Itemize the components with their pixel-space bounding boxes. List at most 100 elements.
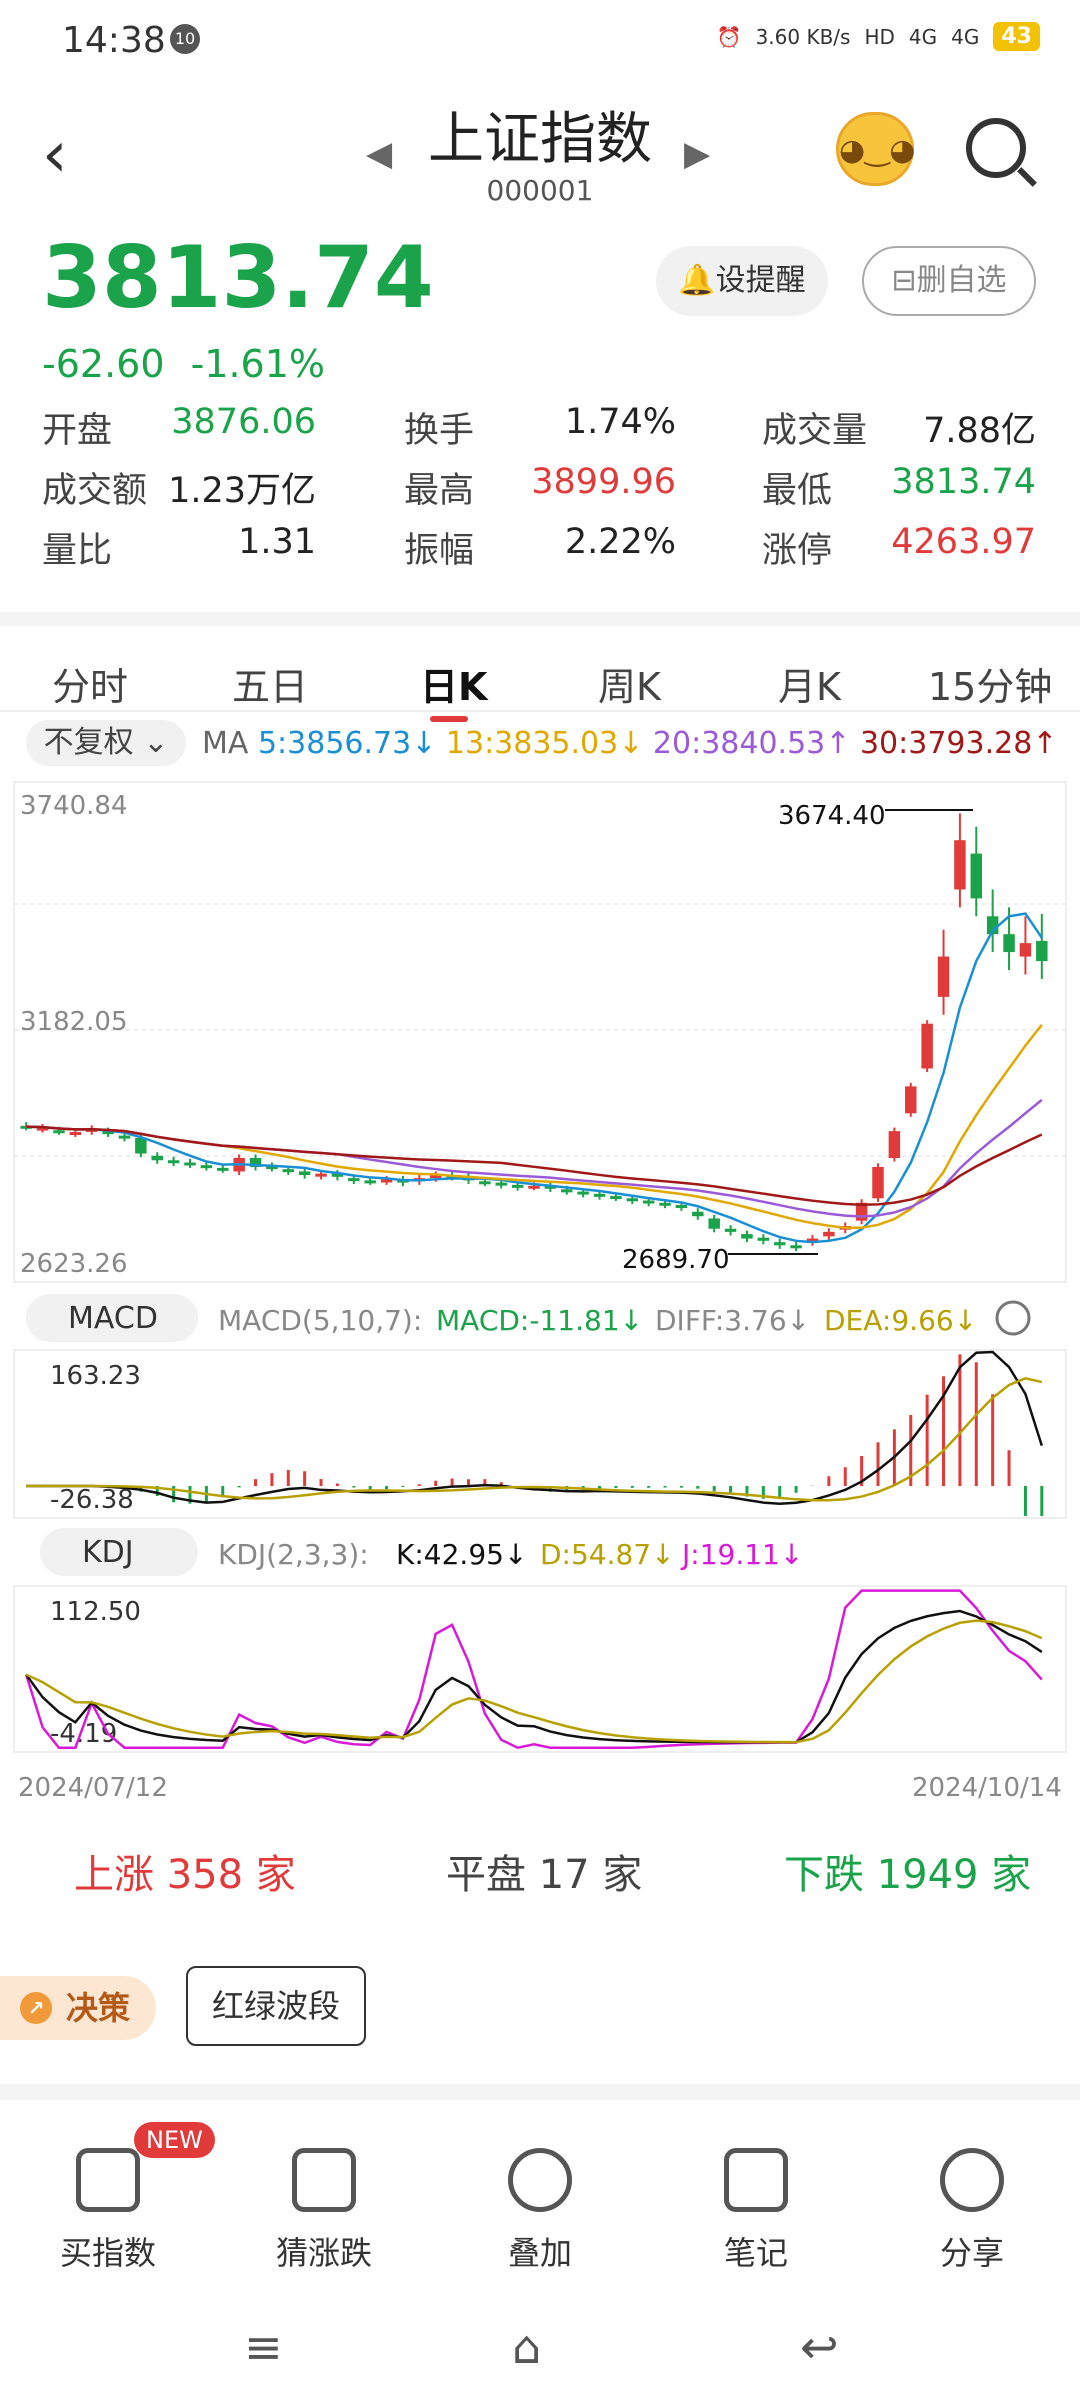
candle-body <box>790 1245 802 1249</box>
candle-body <box>773 1242 786 1246</box>
system-nav: ≡ ⌂ ↩ <box>0 2300 1080 2408</box>
y-axis-bottom: 2623.26 <box>20 1249 128 1279</box>
candle-body <box>495 1182 507 1186</box>
index-code: 000001 <box>486 174 594 207</box>
candle-body <box>610 1196 622 1200</box>
share-label: 分享 <box>939 2234 1004 2272</box>
status-bar: 14:38 10 ⏰ 3.60 KB/s HD 4G 4G 43 <box>0 0 1080 82</box>
candle-body <box>36 1127 49 1131</box>
diff-line <box>26 1350 1044 1506</box>
set-alert-button[interactable]: 🔔设提醒 <box>656 246 828 316</box>
updown-icon <box>292 2148 356 2212</box>
up-count: 上涨 358 家 <box>74 1852 296 1898</box>
candle-body <box>298 1171 311 1176</box>
date-end: 2024/10/14 <box>912 1773 1062 1803</box>
candle-body <box>135 1137 147 1154</box>
y-axis-mid: 3182.05 <box>20 1007 128 1037</box>
candle-body <box>200 1165 213 1169</box>
date-start: 2024/07/12 <box>18 1773 168 1803</box>
tab-five-day[interactable]: 五日 <box>232 665 309 709</box>
buy-index-action[interactable]: 买指数 <box>38 2148 178 2274</box>
search-icon[interactable] <box>966 118 1026 178</box>
period-tabs: 分时 五日 日K 周K 月K 15分钟 <box>0 612 1080 722</box>
menu-icon[interactable]: ≡ <box>244 2320 283 2374</box>
hd-icon: HD <box>864 24 895 49</box>
tab-daily-k[interactable]: 日K <box>420 665 488 709</box>
stat-value: 3813.74 <box>891 462 1036 502</box>
d-value: D:54.87↓ <box>540 1538 675 1571</box>
j-line <box>24 1589 1043 1750</box>
kdj-top: 112.50 <box>50 1597 141 1627</box>
back-arrow-icon[interactable]: ‹ <box>42 118 68 192</box>
stat-value: 3876.06 <box>171 402 316 442</box>
stat-label: 振幅 <box>404 531 475 571</box>
stat-label: 量比 <box>42 531 113 571</box>
tab-monthly-k[interactable]: 月K <box>778 665 841 709</box>
stat-value: 2.22% <box>564 522 676 562</box>
prev-index-icon[interactable]: ◀ <box>366 134 393 174</box>
candle-body <box>1003 934 1015 953</box>
back-icon[interactable]: ↩ <box>800 2320 839 2374</box>
candle-body <box>544 1185 557 1189</box>
kdj-select[interactable] <box>40 1528 198 1576</box>
red-green-wave-button[interactable]: 红绿波段 <box>186 1966 366 2046</box>
settings-icon[interactable] <box>995 1300 1031 1336</box>
candle-body <box>921 1023 933 1069</box>
ma-legend: 不复权 ⌄ MA 5:3856.73↓ 13:3835.03↓ 20:3840.… <box>0 720 1080 770</box>
guess-updown-action[interactable]: 猜涨跌 <box>254 2148 394 2274</box>
change-value: -62.60 <box>42 342 165 386</box>
minus-box-icon: ⊟ <box>891 263 917 298</box>
change-percent: -1.61% <box>190 342 326 386</box>
macd-select[interactable] <box>26 1294 198 1342</box>
next-index-icon[interactable]: ▶ <box>684 134 711 174</box>
chart-frame <box>13 781 1067 1283</box>
candle-body <box>331 1173 344 1177</box>
adjust-label: 不复权 <box>43 725 134 760</box>
candle-body <box>986 916 999 935</box>
stat-row: 开盘 3876.06 换手 1.74% 成交量 7.88亿 <box>0 402 1080 460</box>
note-icon <box>724 2148 788 2212</box>
stat-label: 成交额 <box>42 471 148 511</box>
notes-action[interactable]: 笔记 <box>686 2148 826 2274</box>
candle-body <box>757 1237 770 1241</box>
overlay-action[interactable]: 叠加 <box>470 2148 610 2274</box>
mascot-icon[interactable]: ◕‿◕ <box>836 112 915 186</box>
tab-15min[interactable]: 15分钟 <box>928 665 1053 709</box>
ma20-value: 20:3840.53↑ <box>652 726 851 761</box>
stat-value: 1.23万亿 <box>168 471 316 511</box>
stat-row: 量比 1.31 振幅 2.22% 涨停 4263.97 <box>0 522 1080 580</box>
remove-favorite-label: 删自选 <box>916 263 1007 298</box>
candle-body <box>675 1205 688 1209</box>
down-count: 下跌 1949 家 <box>784 1852 1032 1898</box>
notes-label: 笔记 <box>723 2234 788 2272</box>
home-icon[interactable]: ⌂ <box>512 2320 542 2374</box>
share-icon <box>940 2148 1004 2212</box>
tab-weekly-k[interactable]: 周K <box>598 665 661 709</box>
stat-value: 1.31 <box>238 522 316 562</box>
stat-label: 最高 <box>404 471 475 511</box>
high-label: 3674.40 <box>778 801 886 831</box>
candle-body <box>888 1131 901 1159</box>
candle-body <box>249 1158 262 1167</box>
buy-index-label: 买指数 <box>59 2234 156 2272</box>
network-speed: 3.60 KB/s <box>755 24 851 49</box>
candle-body <box>970 853 983 899</box>
stat-label: 涨停 <box>762 531 833 571</box>
ma13-value: 13:3835.03↓ <box>445 726 644 761</box>
kdj-frame <box>13 1585 1067 1753</box>
price-change: -62.60 -1.61% <box>42 342 325 386</box>
j-value: J:19.11↓ <box>680 1538 803 1571</box>
bell-icon: 🔔 <box>678 263 716 298</box>
battery-icon: 43 <box>993 22 1040 51</box>
adjust-select[interactable]: 不复权 ⌄ <box>26 720 186 766</box>
current-price: 3813.74 <box>42 228 434 328</box>
set-alert-label: 设提醒 <box>715 263 806 298</box>
remove-favorite-button[interactable]: ⊟删自选 <box>862 246 1036 316</box>
y-axis-top: 3740.84 <box>20 791 128 821</box>
candle-body <box>724 1228 737 1232</box>
dea-line <box>26 1376 1043 1502</box>
tab-intraday[interactable]: 分时 <box>52 665 129 709</box>
share-action[interactable]: 分享 <box>902 2148 1042 2274</box>
decision-button[interactable]: ↗ 决策 <box>0 1976 156 2040</box>
